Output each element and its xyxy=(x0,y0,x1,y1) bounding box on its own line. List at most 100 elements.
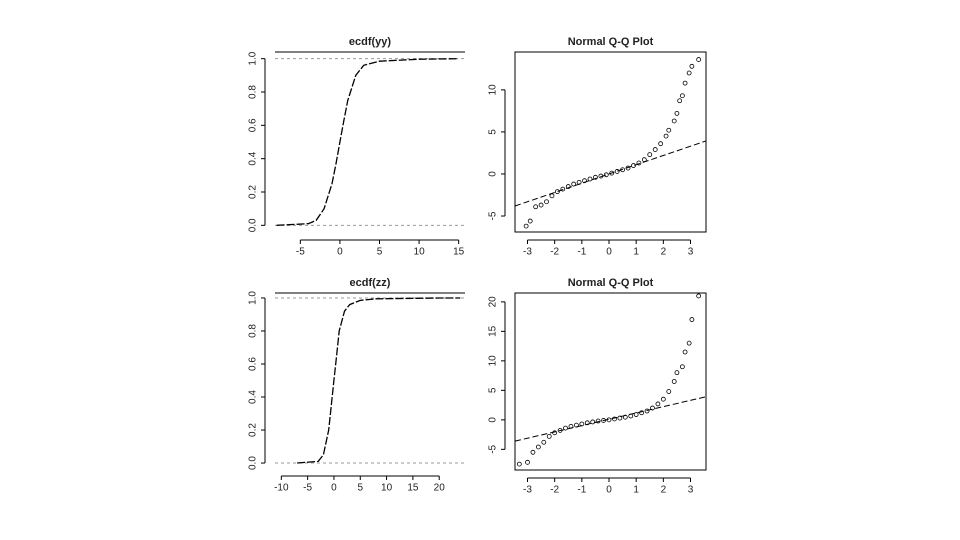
point xyxy=(535,444,541,450)
point xyxy=(641,157,647,163)
x-tick-label: -10 xyxy=(274,483,289,494)
point xyxy=(628,413,634,419)
point xyxy=(530,449,536,455)
point xyxy=(674,370,680,376)
point xyxy=(647,152,653,158)
point xyxy=(679,93,685,99)
y-tick-label: 0.8 xyxy=(248,85,259,99)
point xyxy=(565,184,571,189)
point xyxy=(622,414,628,420)
y-tick-label: 5 xyxy=(488,129,499,135)
point xyxy=(655,401,661,407)
x-tick-label: 15 xyxy=(453,247,465,258)
y-tick-label: 0.8 xyxy=(248,324,259,338)
x-tick-label: 2 xyxy=(661,485,667,496)
panel-title: Normal Q-Q Plot xyxy=(568,277,654,289)
point xyxy=(549,193,555,199)
y-tick-label: 0.4 xyxy=(248,390,259,404)
point xyxy=(620,167,625,173)
point xyxy=(686,340,692,346)
y-tick-label: 0.0 xyxy=(248,218,259,232)
y-tick-label: 0.4 xyxy=(248,151,259,165)
point xyxy=(689,63,695,69)
x-tick-label: 2 xyxy=(661,247,667,258)
point xyxy=(541,439,547,445)
qq-line xyxy=(514,396,707,442)
point xyxy=(568,423,574,429)
point xyxy=(609,170,615,176)
point xyxy=(571,181,577,187)
y-tick-label: 5 xyxy=(488,387,499,393)
x-tick-label: 10 xyxy=(381,483,393,494)
point xyxy=(636,160,642,166)
point xyxy=(527,218,533,224)
x-tick-label: 10 xyxy=(414,247,426,258)
point xyxy=(682,80,688,86)
y-tick-label: 0 xyxy=(488,417,499,423)
ecdf-curve xyxy=(276,58,459,226)
x-tick-label: -3 xyxy=(523,485,532,496)
point xyxy=(579,421,585,427)
plot-frame xyxy=(514,292,707,471)
point xyxy=(516,461,522,467)
point xyxy=(617,415,623,421)
y-tick-label: 0.6 xyxy=(248,357,259,371)
point xyxy=(682,349,688,355)
panel-title: ecdf(zz) xyxy=(350,277,391,289)
x-tick-label: 1 xyxy=(633,247,639,258)
y-tick-label: 1.0 xyxy=(248,51,259,65)
x-tick-label: -1 xyxy=(577,485,586,496)
point xyxy=(554,189,560,195)
x-tick-label: -3 xyxy=(523,247,532,258)
point xyxy=(603,172,609,178)
x-tick-label: 0 xyxy=(606,485,612,496)
point xyxy=(606,417,612,423)
x-tick-label: 15 xyxy=(407,483,419,494)
point xyxy=(625,165,631,171)
y-tick-label: 0.6 xyxy=(248,118,259,132)
point xyxy=(595,418,601,424)
y-tick-label: 20 xyxy=(488,296,499,308)
y-tick-label: 0.0 xyxy=(248,456,259,470)
point xyxy=(544,199,549,205)
point xyxy=(574,422,579,428)
point xyxy=(660,396,666,402)
point xyxy=(563,425,568,431)
y-tick-label: 0.2 xyxy=(248,423,259,437)
x-tick-label: 0 xyxy=(606,247,612,258)
point xyxy=(674,111,680,116)
panel-title: Normal Q-Q Plot xyxy=(568,36,654,48)
y-tick-label: 0.2 xyxy=(248,185,259,199)
y-tick-label: 0 xyxy=(488,171,499,177)
ecdf-curve xyxy=(297,297,461,464)
point xyxy=(631,163,636,168)
point xyxy=(533,204,539,210)
point xyxy=(552,430,558,436)
qq-line xyxy=(514,140,707,207)
x-tick-label: -2 xyxy=(550,247,559,258)
point xyxy=(658,141,664,147)
point xyxy=(582,178,587,184)
point xyxy=(560,186,566,192)
point xyxy=(612,416,617,422)
x-tick-label: 1 xyxy=(633,485,639,496)
point xyxy=(666,127,672,133)
point xyxy=(639,410,645,416)
point xyxy=(671,118,677,124)
point xyxy=(663,133,669,139)
point xyxy=(696,57,702,62)
point xyxy=(587,176,593,182)
point xyxy=(633,412,639,417)
point xyxy=(593,174,598,180)
point xyxy=(644,408,650,414)
y-tick-label: -5 xyxy=(488,444,499,453)
x-tick-label: 5 xyxy=(377,247,383,258)
point xyxy=(557,428,563,433)
y-tick-label: 15 xyxy=(488,325,499,337)
x-tick-label: 5 xyxy=(357,483,363,494)
point xyxy=(601,418,606,423)
point xyxy=(538,202,544,208)
point xyxy=(652,147,658,152)
x-tick-label: -5 xyxy=(303,483,312,494)
